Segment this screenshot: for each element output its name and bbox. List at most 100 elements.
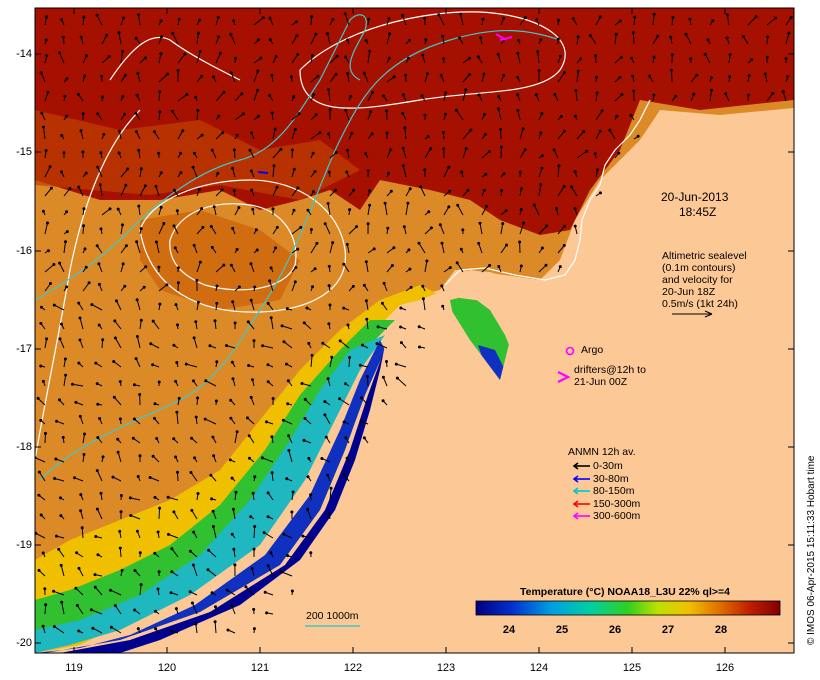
velocity-arrow-head: [206, 568, 210, 572]
velocity-arrow-head: [113, 336, 117, 340]
velocity-arrow-head: [210, 497, 214, 501]
velocity-arrow-head: [295, 34, 299, 38]
velocity-arrow-head: [257, 38, 260, 42]
velocity-arrow-head: [59, 496, 62, 500]
velocity-arrow-head: [63, 94, 67, 98]
velocity-arrow-head: [279, 147, 283, 151]
velocity-arrow-head: [249, 298, 253, 302]
velocity-arrow-head: [282, 532, 286, 536]
velocity-arrow: [44, 92, 49, 102]
velocity-arrow-head: [216, 15, 220, 19]
velocity-arrow-head: [91, 626, 95, 630]
velocity-arrow-head: [196, 300, 200, 304]
velocity-arrow-head: [60, 600, 64, 604]
velocity-arrow-head: [487, 150, 491, 154]
velocity-arrow-head: [552, 148, 556, 152]
velocity-arrow-head: [174, 379, 178, 383]
velocity-arrow-head: [269, 266, 273, 270]
velocity-arrow-head: [58, 51, 62, 55]
velocity-arrow: [78, 186, 84, 197]
velocity-arrow-head: [235, 430, 239, 434]
velocity-arrow-head: [576, 35, 580, 39]
velocity-arrow: [402, 165, 407, 178]
velocity-arrow-head: [209, 225, 213, 228]
velocity-arrow: [632, 32, 635, 45]
velocity-arrow-head: [303, 397, 307, 401]
velocity-arrow-head: [403, 126, 407, 130]
velocity-arrow-head: [99, 151, 103, 155]
velocity-arrow-head: [135, 240, 139, 244]
velocity-arrow-head: [579, 57, 583, 61]
velocity-arrow-head: [459, 12, 463, 16]
velocity-arrow-head: [364, 38, 368, 42]
velocity-arrow-head: [420, 94, 424, 98]
velocity-arrow-head: [674, 94, 678, 98]
velocity-arrow-head: [78, 414, 82, 418]
velocity-arrow-head: [108, 207, 112, 211]
velocity-arrow-head: [368, 49, 372, 53]
velocity-arrow-head: [65, 210, 69, 214]
velocity-arrow-head: [355, 225, 359, 229]
velocity-arrow-head: [271, 207, 275, 211]
velocity-arrow-head: [773, 16, 777, 20]
velocity-arrow-head: [98, 417, 102, 420]
plot-frame: [34, 7, 795, 654]
velocity-arrow-head: [40, 305, 43, 309]
velocity-arrow-head: [111, 475, 115, 479]
velocity-arrow: [367, 92, 373, 102]
velocity-arrow: [500, 129, 502, 140]
velocity-arrow-head: [212, 454, 216, 458]
velocity-arrow-head: [518, 170, 522, 174]
velocity-arrow: [186, 363, 198, 368]
velocity-arrow: [92, 627, 103, 634]
velocity-arrow: [158, 223, 165, 235]
velocity-arrow-head: [478, 221, 482, 225]
velocity-arrow-head: [253, 475, 257, 479]
velocity-arrow: [269, 280, 274, 292]
velocity-arrow-head: [231, 507, 235, 511]
velocity-arrow: [54, 478, 65, 482]
velocity-arrow-head: [137, 148, 141, 152]
velocity-arrow-head: [60, 134, 64, 137]
velocity-arrow-head: [497, 107, 500, 111]
velocity-arrow-head: [211, 525, 215, 528]
velocity-arrow-head: [225, 344, 228, 348]
velocity-arrow-head: [615, 114, 619, 118]
velocity-arrow-head: [137, 13, 140, 17]
velocity-arrow-head: [230, 360, 234, 364]
velocity-arrow: [481, 206, 488, 216]
velocity-arrow-head: [61, 435, 65, 439]
velocity-arrow-head: [368, 203, 372, 207]
x-tick-label: 121: [250, 662, 270, 674]
velocity-arrow-head: [382, 281, 386, 285]
velocity-arrow-head: [55, 419, 59, 423]
velocity-arrow-head: [468, 73, 472, 76]
velocity-arrow-head: [306, 507, 310, 511]
anmn-legend-title: ANMN 12h av.: [568, 446, 636, 458]
velocity-arrow-head: [425, 72, 429, 76]
velocity-arrow: [158, 508, 161, 520]
velocity-arrow-head: [203, 417, 207, 421]
velocity-arrow-head: [570, 185, 573, 189]
velocity-arrow-head: [323, 400, 327, 404]
velocity-arrow-head: [273, 127, 277, 131]
velocity-arrow-head: [766, 35, 770, 39]
velocity-arrow-head: [210, 148, 214, 152]
velocity-arrow-head: [246, 416, 249, 420]
velocity-arrow: [262, 457, 274, 463]
velocity-arrow-head: [52, 263, 56, 266]
velocity-arrow-head: [96, 553, 100, 557]
velocity-arrow-head: [90, 303, 94, 307]
velocity-arrow-head: [217, 35, 221, 39]
velocity-arrow-head: [418, 345, 421, 349]
velocity-arrow: [44, 166, 51, 178]
velocity-arrow: [196, 51, 201, 64]
velocity-arrow-head: [215, 301, 219, 305]
velocity-arrow: [91, 304, 103, 311]
velocity-arrow-head: [249, 395, 253, 399]
velocity-arrow-head: [134, 111, 138, 115]
velocity-arrow-head: [598, 191, 602, 195]
velocity-arrow-head: [574, 114, 577, 118]
velocity-arrow: [291, 187, 299, 197]
velocity-arrow: [96, 508, 103, 520]
